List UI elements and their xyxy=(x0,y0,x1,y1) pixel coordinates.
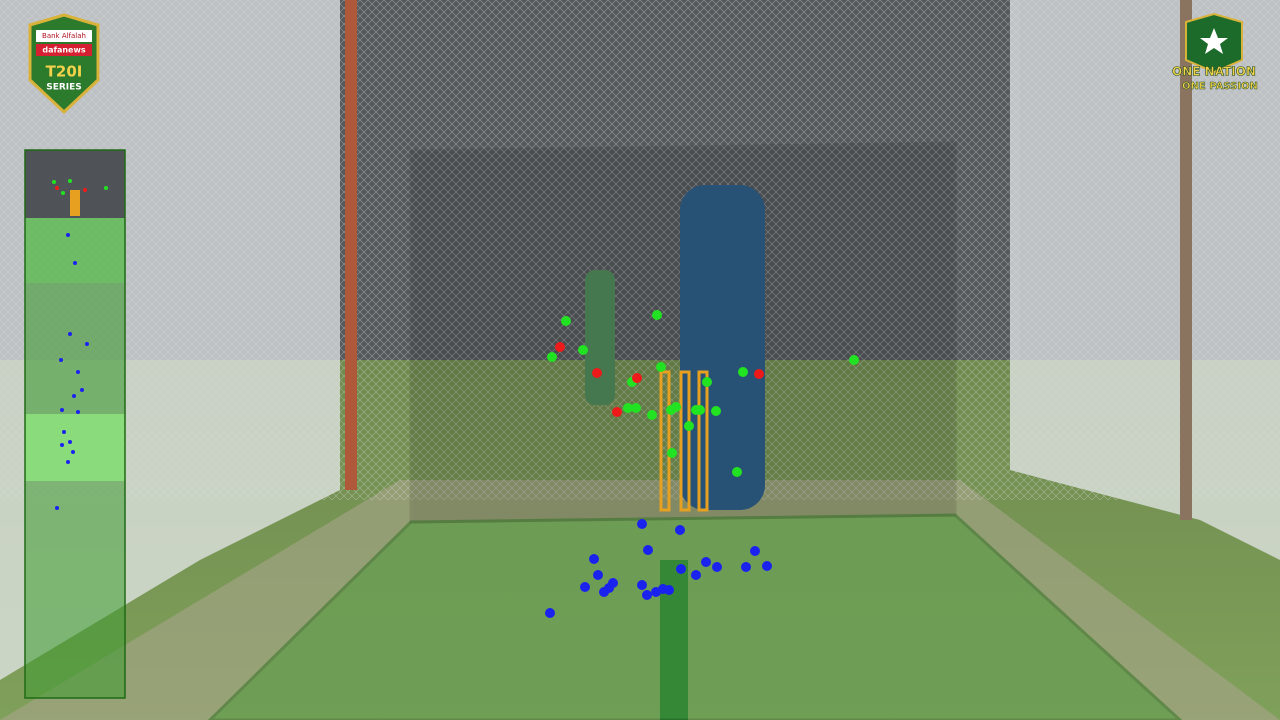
series-line1: T20I xyxy=(46,63,83,81)
pitch-dots xyxy=(545,519,772,618)
beehive-dots-red xyxy=(555,342,764,417)
pitch-zone xyxy=(207,513,1183,720)
logo-left: Bank Alfalah dafanews T20I SERIES xyxy=(28,13,100,115)
beehive-dots xyxy=(547,310,859,477)
logo-right: ONE NATION ONE PASSION xyxy=(1172,12,1258,92)
net-pole xyxy=(345,0,357,490)
wickets xyxy=(659,370,709,512)
pitch xyxy=(0,480,1280,720)
side-panel xyxy=(24,149,126,699)
tagline-line2: ONE PASSION xyxy=(1182,81,1258,92)
batter xyxy=(680,185,765,510)
sponsor: Bank Alfalah xyxy=(42,32,86,40)
series-line2: SERIES xyxy=(46,83,82,93)
brand: dafanews xyxy=(42,46,86,55)
tagline-line1: ONE NATION xyxy=(1172,65,1256,79)
net-mesh xyxy=(0,0,1280,500)
target-frame xyxy=(409,141,957,524)
net-pole xyxy=(1180,0,1192,520)
